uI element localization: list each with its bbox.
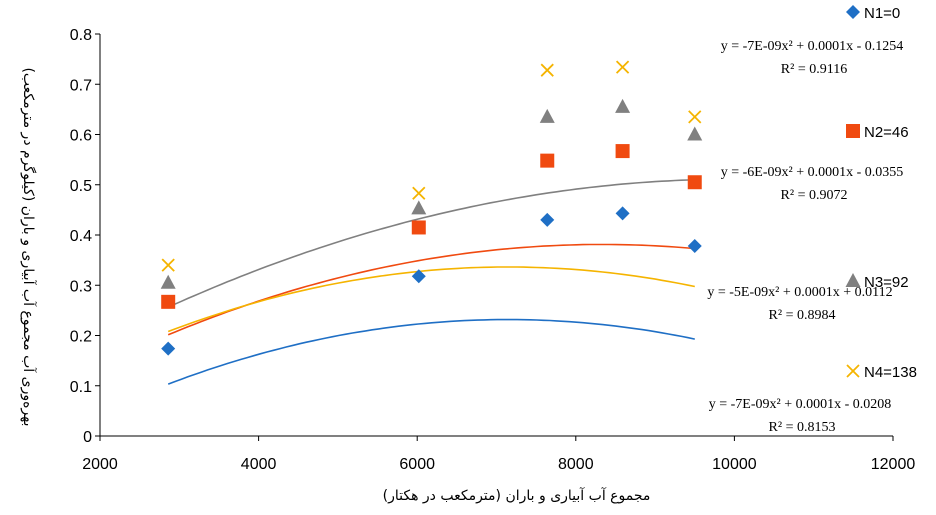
triangle-marker — [615, 98, 631, 113]
legend-label: N3=92 — [864, 274, 909, 291]
legend: N1=0 y = -7E-09x² + 0.0001x - 0.1254 R² = … — [707, 5, 917, 435]
diamond-marker — [615, 206, 630, 221]
triangle-marker — [160, 274, 176, 289]
square-marker — [615, 144, 630, 159]
legend-label: N2=46 — [864, 124, 909, 141]
square-marker — [161, 294, 176, 309]
y-tick-labels: 0 0.1 0.2 0.3 0.4 0.5 0.6 0.7 0.8 — [70, 27, 100, 446]
trendline-equation: y = -6E-09x² + 0.0001x - 0.0355 — [721, 165, 904, 180]
x-marker-stroke — [540, 63, 554, 77]
triangle-marker — [411, 200, 427, 215]
x-marker — [412, 186, 426, 200]
y-tick-label: 0.5 — [70, 178, 92, 195]
y-tick-label: 0.2 — [70, 329, 92, 346]
trendline-4 — [167, 266, 695, 333]
y-tick-label: 0.3 — [70, 278, 92, 295]
r-squared-label: R² = 0.8984 — [769, 308, 836, 323]
diamond-marker — [687, 239, 702, 254]
y-tick-label: 0.7 — [70, 77, 92, 94]
square-marker — [846, 124, 860, 138]
x-marker — [688, 110, 702, 124]
x-tick-label: 2000 — [82, 456, 118, 473]
triangle-marker — [845, 273, 861, 287]
plot-area: 2000 4000 6000 8000 10000 12000 0 0.1 0.2 0.3 0.4… — [70, 27, 916, 473]
x-marker — [615, 60, 630, 74]
y-tick-label: 0.4 — [70, 228, 92, 245]
diamond-marker — [161, 341, 176, 356]
trendline-equation: y = -5E-09x² + 0.0001x + 0.0112 — [707, 285, 892, 300]
x-marker-stroke — [846, 364, 860, 378]
legend-label: N1=0 — [864, 5, 900, 22]
x-marker — [161, 258, 175, 272]
trendline-2 — [167, 243, 695, 336]
x-marker-stroke — [412, 186, 426, 200]
trendline-1 — [167, 318, 695, 385]
x-marker-stroke — [688, 110, 702, 124]
legend-label: N4=138 — [864, 364, 917, 381]
r-squared-label: R² = 0.8153 — [769, 420, 836, 435]
diamond-marker — [411, 269, 426, 284]
triangle-marker — [687, 126, 703, 141]
trendlines — [167, 179, 695, 385]
diamond-marker — [846, 5, 860, 19]
r-squared-label: R² = 0.9116 — [781, 62, 847, 77]
square-marker — [687, 175, 702, 190]
x-tick-labels: 2000 4000 6000 8000 10000 12000 — [82, 436, 915, 473]
x-tick-label: 6000 — [399, 456, 435, 473]
y-tick-label: 0.8 — [70, 27, 92, 44]
y-axis-label: بهره‌وری آب مجموع آب آبیاری و باران (کیل… — [20, 67, 37, 426]
x-tick-label: 10000 — [712, 456, 757, 473]
x-marker-stroke — [161, 258, 175, 272]
diamond-marker — [540, 212, 555, 227]
trendline-equation: y = -7E-09x² + 0.0001x - 0.1254 — [721, 39, 904, 54]
square-marker — [411, 220, 426, 235]
x-axis-label: مجموع آب آبیاری و باران (مترمکعب در هکتا… — [383, 487, 651, 504]
y-tick-label: 0.6 — [70, 128, 92, 145]
r-squared-label: R² = 0.9072 — [781, 188, 848, 203]
x-tick-label: 8000 — [558, 456, 594, 473]
y-tick-label: 0.1 — [70, 379, 92, 396]
triangle-marker — [539, 108, 555, 123]
y-tick-label: 0 — [83, 429, 92, 446]
x-marker — [846, 364, 860, 378]
x-tick-label: 4000 — [241, 456, 277, 473]
data-points — [160, 60, 703, 356]
square-marker — [540, 153, 555, 168]
x-marker — [540, 63, 554, 77]
trendline-3 — [167, 179, 695, 308]
x-tick-label: 12000 — [871, 456, 916, 473]
trendline-equation: y = -7E-09x² + 0.0001x - 0.0208 — [709, 397, 892, 412]
x-marker-stroke — [615, 60, 630, 74]
